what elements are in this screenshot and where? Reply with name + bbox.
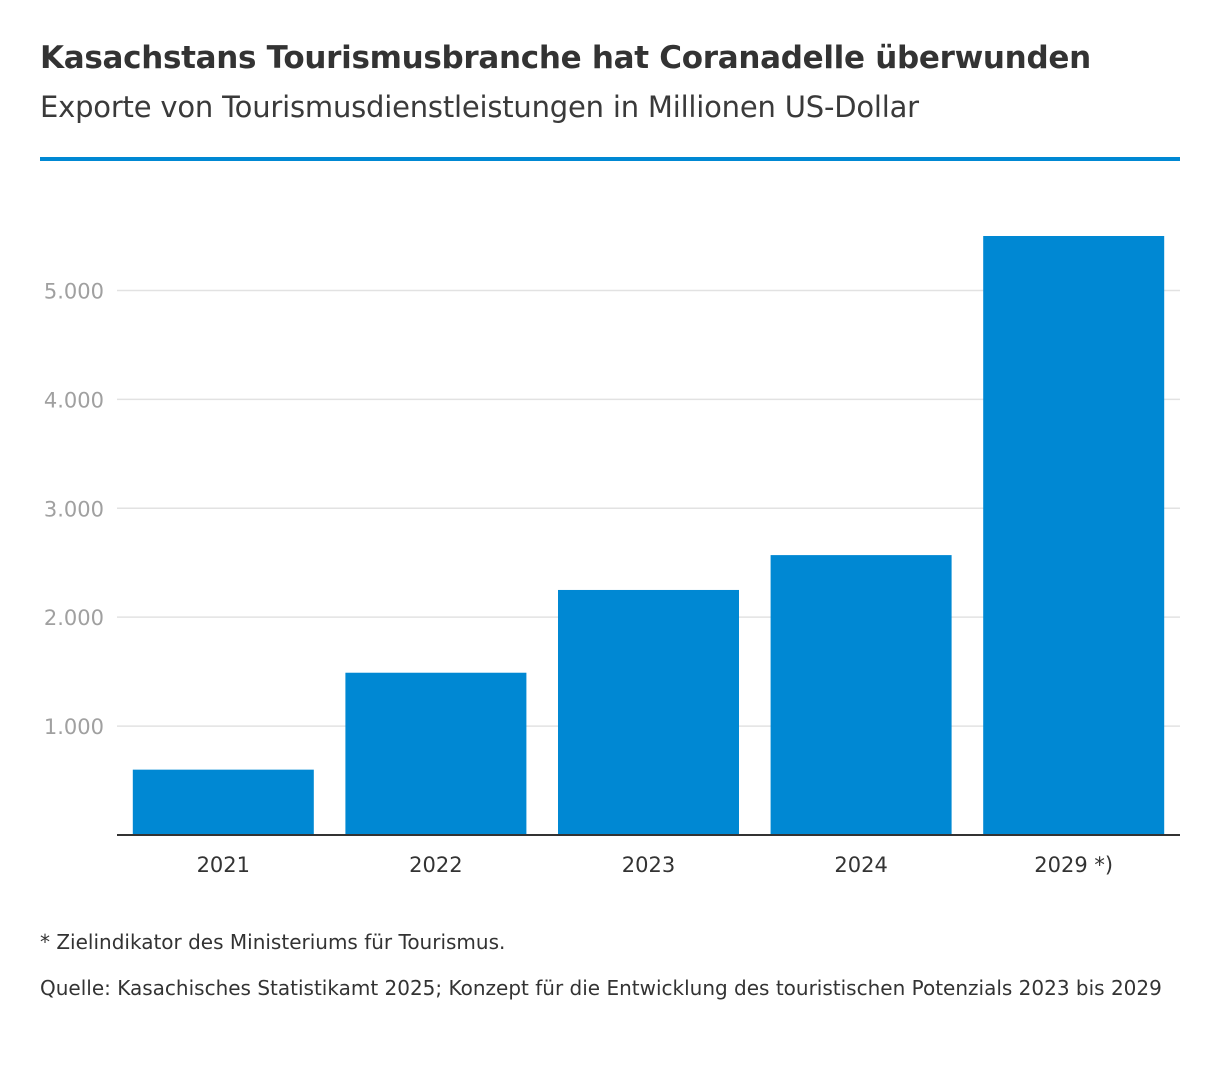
- x-tick-label: 2022: [409, 853, 462, 877]
- title-divider: [40, 157, 1180, 161]
- y-tick-label: 4.000: [44, 388, 104, 412]
- axes: 2021 2022 2023 2024 2029 *): [117, 834, 1180, 877]
- bars: [132, 236, 1165, 835]
- x-tick-label: 2021: [197, 853, 250, 877]
- footnote: * Zielindikator des Ministeriums für Tou…: [40, 930, 506, 954]
- source-note: Quelle: Kasachisches Statistikamt 2025; …: [40, 976, 1162, 1000]
- bar-2023: [558, 589, 739, 835]
- y-tick-label: 2.000: [44, 606, 104, 630]
- y-tick-label: 3.000: [44, 497, 104, 521]
- bar-2022: [345, 672, 527, 835]
- y-tick-label: 5.000: [44, 279, 104, 303]
- bar-2024: [770, 555, 952, 835]
- y-tick-label: 1.000: [44, 715, 104, 739]
- x-tick-label: 2024: [834, 853, 887, 877]
- bar-2029: [983, 236, 1165, 835]
- chart-subtitle: Exporte von Tourismusdienstleistungen in…: [40, 90, 919, 124]
- x-tick-label: 2023: [622, 853, 675, 877]
- bar-2021: [132, 769, 314, 835]
- chart-title: Kasachstans Tourismusbranche hat Coranad…: [40, 40, 1091, 76]
- x-tick-label: 2029 *): [1034, 853, 1113, 877]
